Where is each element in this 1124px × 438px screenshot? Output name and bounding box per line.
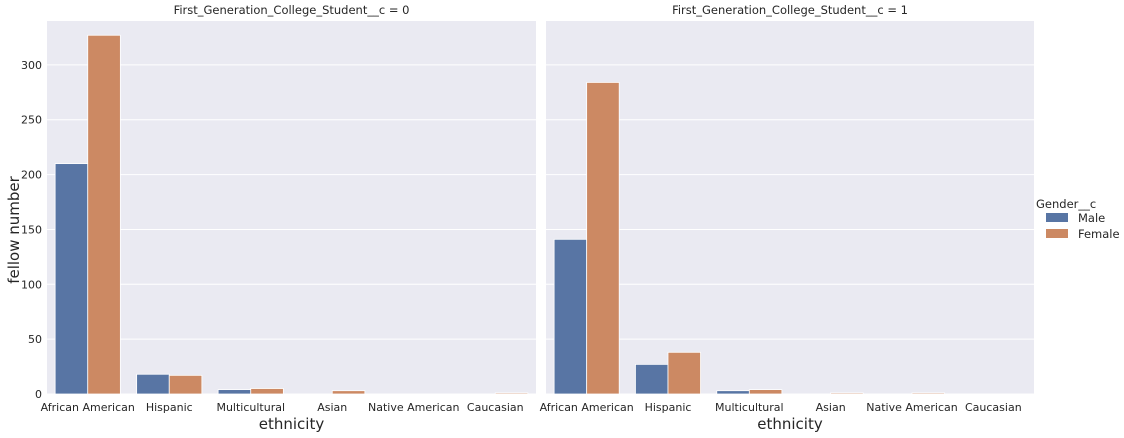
bar-male (54, 163, 89, 395)
y-tick-label: 200 (21, 169, 42, 182)
x-tick-label: Hispanic (146, 401, 193, 414)
x-tick-label: Hispanic (645, 401, 692, 414)
x-tick-label: Native American (368, 401, 459, 414)
bar-female (250, 388, 284, 395)
legend-label-male: Male (1078, 211, 1105, 225)
x-axis-title: ethnicity (757, 415, 823, 433)
x-tick-label: Asian (816, 401, 846, 414)
x-tick-label: African American (540, 401, 634, 414)
bar-female (87, 34, 121, 395)
bar-female (667, 351, 701, 395)
panel-background (546, 21, 1034, 394)
legend-title: Gender__c (1036, 197, 1096, 211)
legend: Gender__c Male Female (1036, 197, 1120, 241)
x-tick-label: Native American (866, 401, 957, 414)
y-tick-label: 300 (21, 59, 42, 72)
bar-female (748, 389, 783, 395)
x-axis-title: ethnicity (259, 415, 325, 433)
x-tick-label: Multicultural (216, 401, 285, 414)
panel-background (47, 21, 536, 394)
bar-female (494, 392, 529, 395)
x-tick-label: Caucasian (965, 401, 1022, 414)
bar-male (553, 238, 588, 395)
panel-0: 0 50 100 150 200 250 300 First_Generation_Colle… (21, 3, 536, 433)
y-tick-label: 0 (35, 388, 42, 401)
bar-female (586, 82, 620, 395)
x-tick-label: Multicultural (715, 401, 784, 414)
bar-female (911, 392, 945, 395)
bar-female (830, 392, 864, 395)
bar-male (217, 389, 252, 395)
legend-swatch-male (1046, 213, 1068, 222)
bar-female (331, 390, 366, 395)
y-axis-title: fellow number (5, 175, 23, 283)
bar-female (168, 374, 203, 395)
x-tick-label: Caucasian (467, 401, 524, 414)
x-tick-label: African American (41, 401, 135, 414)
x-tick-label: Asian (317, 401, 347, 414)
panel-1: First_Generation_College_Student__c = 1 A… (540, 3, 1034, 433)
panel-title: First_Generation_College_Student__c = 0 (174, 3, 410, 17)
legend-swatch-female (1046, 229, 1068, 238)
panel-title: First_Generation_College_Student__c = 1 (672, 3, 908, 17)
legend-label-female: Female (1078, 227, 1120, 241)
bar-male (716, 390, 750, 395)
y-tick-label: 50 (28, 333, 42, 346)
y-tick-label: 100 (21, 278, 42, 291)
y-tick-label: 150 (21, 223, 42, 236)
bar-male (635, 363, 669, 395)
bar-male (136, 373, 170, 395)
y-tick-label: 250 (21, 114, 42, 127)
chart-panels: 0 50 100 150 200 250 300 First_Generation_Colle… (21, 3, 1034, 433)
